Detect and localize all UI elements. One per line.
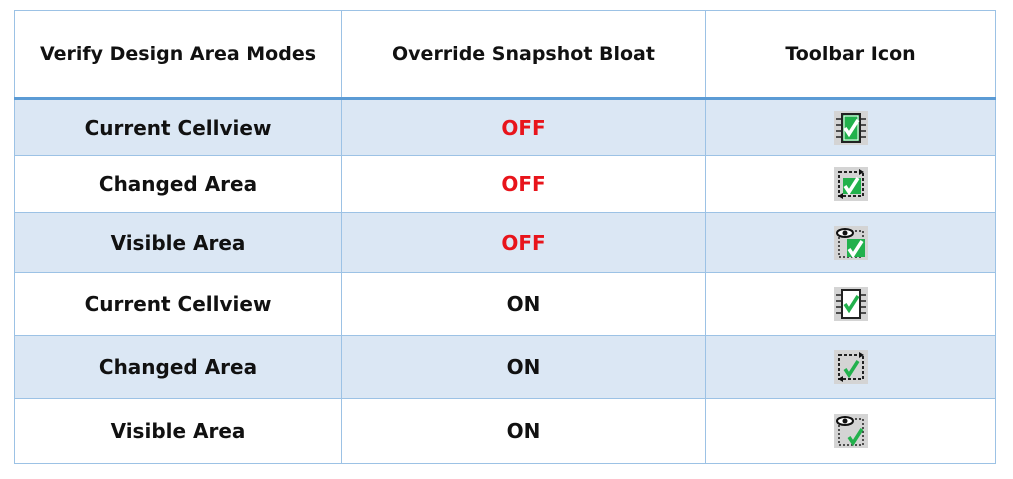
mode-cell: Changed Area xyxy=(14,335,342,399)
mode-cell: Visible Area xyxy=(14,398,342,464)
changed-area-check-filled-icon xyxy=(833,167,868,201)
header-row: Verify Design Area Modes Override Snapsh… xyxy=(14,10,996,100)
icon-cell xyxy=(705,98,996,156)
table-row: Current Cellview ON xyxy=(14,272,996,336)
header-icon: Toolbar Icon xyxy=(705,10,996,100)
header-modes: Verify Design Area Modes xyxy=(14,10,342,100)
bloat-cell: OFF xyxy=(341,212,706,273)
table-row: Visible Area ON xyxy=(14,398,996,464)
eye-area-check-filled-icon xyxy=(833,225,868,260)
header-bloat: Override Snapshot Bloat xyxy=(341,10,706,100)
table-row: Current Cellview OFF xyxy=(14,98,996,156)
chip-check-filled-icon xyxy=(833,110,868,145)
mode-cell: Current Cellview xyxy=(14,272,342,336)
chip-check-icon xyxy=(833,287,868,321)
mode-cell: Current Cellview xyxy=(14,98,342,156)
bloat-cell: OFF xyxy=(341,155,706,213)
bloat-cell: OFF xyxy=(341,98,706,156)
icon-cell xyxy=(705,155,996,213)
mode-cell: Changed Area xyxy=(14,155,342,213)
icon-cell xyxy=(705,272,996,336)
eye-area-check-icon xyxy=(833,414,868,448)
bloat-cell: ON xyxy=(341,398,706,464)
icon-cell xyxy=(705,212,996,273)
table-row: Changed Area ON xyxy=(14,335,996,399)
mode-cell: Visible Area xyxy=(14,212,342,273)
bloat-cell: ON xyxy=(341,272,706,336)
bloat-cell: ON xyxy=(341,335,706,399)
table-row: Changed Area OFF xyxy=(14,155,996,213)
icon-cell xyxy=(705,398,996,464)
icon-cell xyxy=(705,335,996,399)
table-row: Visible Area OFF xyxy=(14,212,996,273)
verify-design-modes-table: Verify Design Area Modes Override Snapsh… xyxy=(14,10,996,464)
changed-area-check-icon xyxy=(833,350,868,384)
